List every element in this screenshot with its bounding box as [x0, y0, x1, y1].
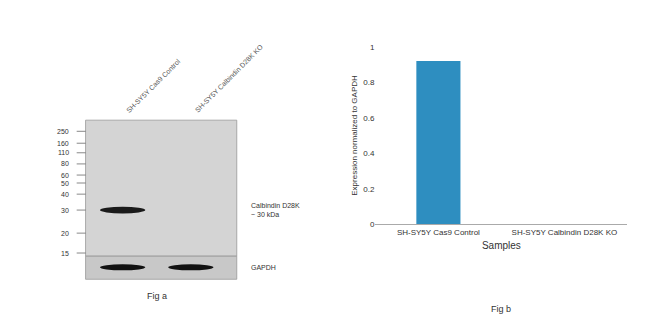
svg-text:0.2: 0.2 [363, 185, 375, 194]
svg-text:SH-SY5Y Calbindin D28K KO: SH-SY5Y Calbindin D28K KO [512, 228, 618, 237]
svg-text:Samples: Samples [482, 240, 521, 251]
svg-text:60: 60 [61, 172, 69, 179]
svg-text:50: 50 [61, 180, 69, 187]
svg-text:0: 0 [370, 220, 375, 229]
svg-text:15: 15 [61, 250, 69, 257]
svg-text:40: 40 [61, 191, 69, 198]
svg-text:SH-SY5Y Calbindin D28K KO: SH-SY5Y Calbindin D28K KO [194, 43, 265, 114]
svg-text:80: 80 [61, 160, 69, 167]
svg-text:1: 1 [370, 43, 375, 52]
svg-text:Calbindin D28K~ 30 kDa: Calbindin D28K~ 30 kDa [251, 202, 300, 218]
svg-text:160: 160 [57, 140, 69, 147]
svg-text:SH-SY5Y Cas9 Control: SH-SY5Y Cas9 Control [397, 228, 480, 237]
svg-text:30: 30 [61, 207, 69, 214]
svg-text:0.4: 0.4 [363, 149, 375, 158]
svg-text:Fig a: Fig a [147, 291, 167, 301]
svg-text:20: 20 [61, 230, 69, 237]
svg-text:GAPDH: GAPDH [251, 264, 276, 271]
svg-text:Fig b: Fig b [491, 304, 511, 314]
svg-text:SH-SY5Y Cas9 Control: SH-SY5Y Cas9 Control [125, 57, 182, 114]
svg-text:Expression normalized to GAPDH: Expression normalized to GAPDH [350, 75, 359, 196]
svg-text:110: 110 [58, 149, 69, 156]
svg-text:0.8: 0.8 [363, 78, 375, 87]
svg-text:250: 250 [57, 128, 69, 135]
svg-text:0.6: 0.6 [363, 114, 375, 123]
